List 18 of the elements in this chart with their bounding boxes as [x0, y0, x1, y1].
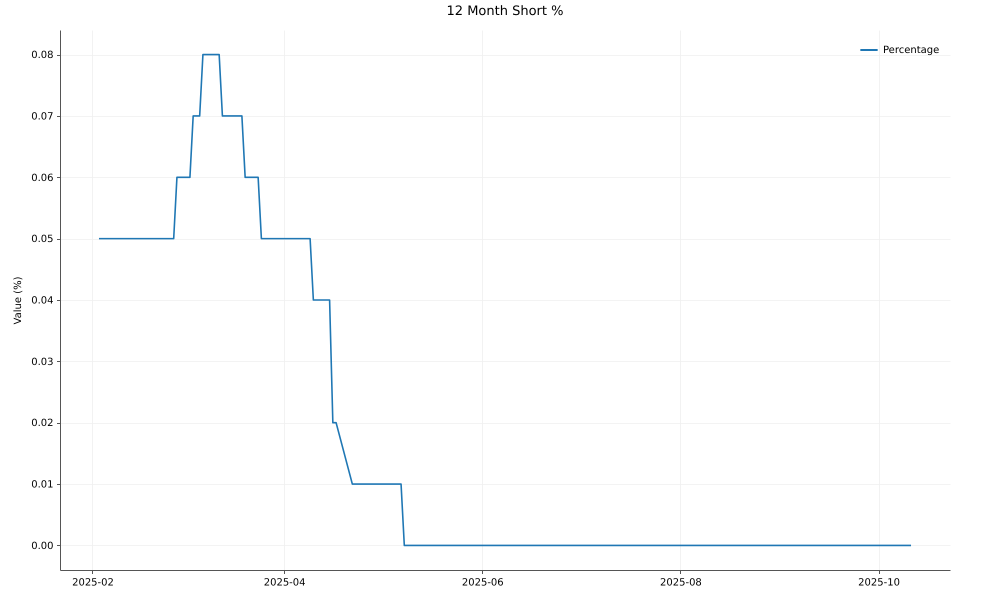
y-tick-label: 0.00	[31, 540, 54, 552]
y-tick-label: 0.02	[31, 418, 54, 430]
y-tick-label: 0.07	[31, 111, 54, 122]
x-tick-label: 2025-10	[858, 578, 900, 588]
y-tick-label: 0.03	[31, 356, 54, 368]
line-series	[98, 54, 912, 546]
y-tick-label: 0.06	[31, 172, 54, 184]
x-tick-label: 2025-06	[462, 578, 504, 588]
y-tick-label: 0.08	[31, 50, 54, 62]
y-axis-title: Value (%)	[13, 276, 24, 324]
x-tick-label: 2025-08	[660, 578, 702, 588]
chart-title: 12 Month Short %	[446, 4, 564, 19]
x-tick-label: 2025-02	[72, 578, 114, 588]
y-tick-label: 0.01	[31, 480, 54, 491]
y-tick-label: 0.05	[31, 234, 54, 246]
x-tick-label: 2025-04	[264, 578, 306, 588]
y-tick-label: 0.04	[31, 296, 54, 306]
legend-label: Percentage	[883, 45, 940, 56]
